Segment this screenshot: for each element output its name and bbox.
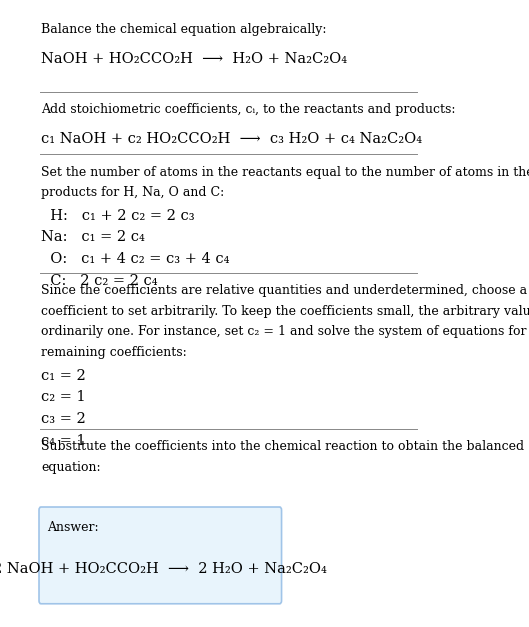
Text: 2 NaOH + HO₂CCO₂H  ⟶  2 H₂O + Na₂C₂O₄: 2 NaOH + HO₂CCO₂H ⟶ 2 H₂O + Na₂C₂O₄ [0,562,327,576]
FancyBboxPatch shape [39,507,281,604]
Text: c₂ = 1: c₂ = 1 [41,390,86,404]
Text: Answer:: Answer: [47,522,98,534]
Text: equation:: equation: [41,461,101,474]
Text: products for H, Na, O and C:: products for H, Na, O and C: [41,186,224,199]
Text: c₁ = 2: c₁ = 2 [41,369,86,382]
Text: Add stoichiometric coefficients, cᵢ, to the reactants and products:: Add stoichiometric coefficients, cᵢ, to … [41,103,455,116]
Text: O:   c₁ + 4 c₂ = c₃ + 4 c₄: O: c₁ + 4 c₂ = c₃ + 4 c₄ [41,252,230,266]
Text: H:   c₁ + 2 c₂ = 2 c₃: H: c₁ + 2 c₂ = 2 c₃ [41,209,195,223]
Text: c₃ = 2: c₃ = 2 [41,412,86,426]
Text: c₄ = 1: c₄ = 1 [41,433,86,448]
Text: NaOH + HO₂CCO₂H  ⟶  H₂O + Na₂C₂O₄: NaOH + HO₂CCO₂H ⟶ H₂O + Na₂C₂O₄ [41,52,347,66]
Text: c₁ NaOH + c₂ HO₂CCO₂H  ⟶  c₃ H₂O + c₄ Na₂C₂O₄: c₁ NaOH + c₂ HO₂CCO₂H ⟶ c₃ H₂O + c₄ Na₂C… [41,132,422,146]
Text: remaining coefficients:: remaining coefficients: [41,346,187,359]
Text: Since the coefficients are relative quantities and underdetermined, choose a: Since the coefficients are relative quan… [41,284,527,297]
Text: C:   2 c₂ = 2 c₄: C: 2 c₂ = 2 c₄ [41,274,158,288]
Text: Set the number of atoms in the reactants equal to the number of atoms in the: Set the number of atoms in the reactants… [41,166,529,179]
Text: Substitute the coefficients into the chemical reaction to obtain the balanced: Substitute the coefficients into the che… [41,440,524,453]
Text: ordinarily one. For instance, set c₂ = 1 and solve the system of equations for t: ordinarily one. For instance, set c₂ = 1… [41,325,529,339]
Text: Na:   c₁ = 2 c₄: Na: c₁ = 2 c₄ [41,231,145,245]
Text: Balance the chemical equation algebraically:: Balance the chemical equation algebraica… [41,23,326,36]
Text: coefficient to set arbitrarily. To keep the coefficients small, the arbitrary va: coefficient to set arbitrarily. To keep … [41,305,529,318]
